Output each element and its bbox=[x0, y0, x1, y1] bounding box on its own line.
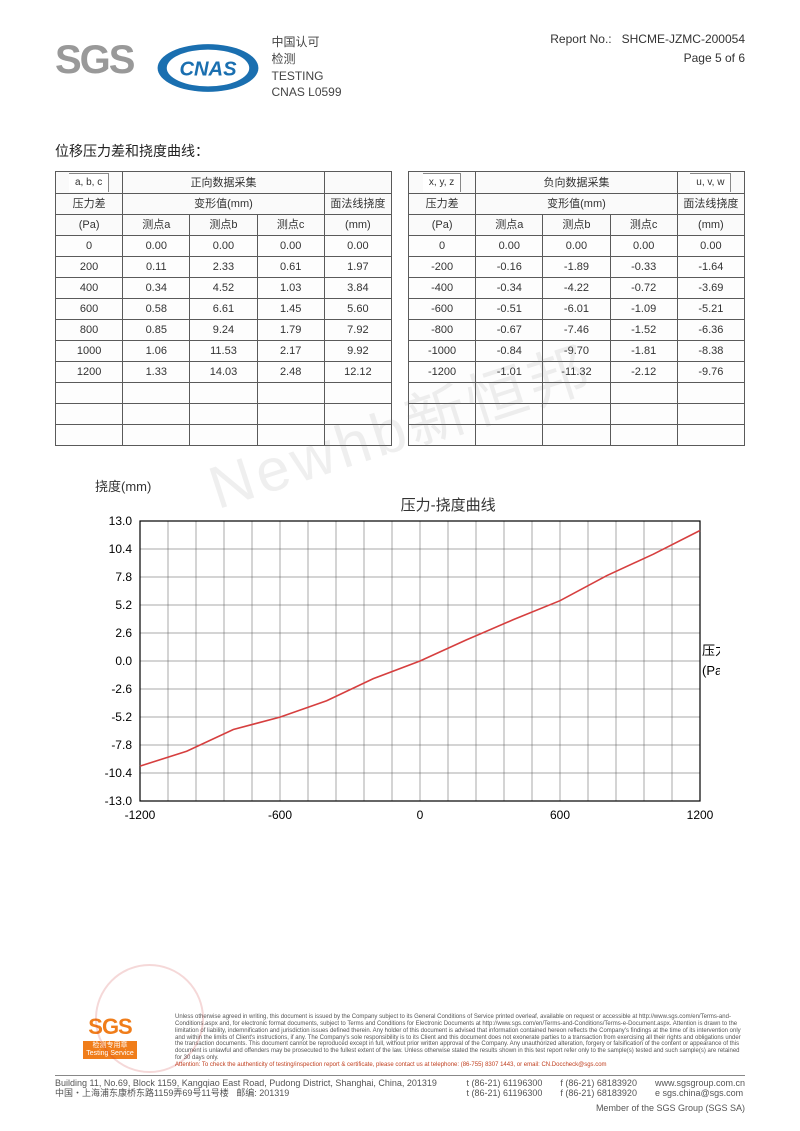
cnas-l1: 中国认可 bbox=[271, 34, 341, 51]
table-row: -1200-1.01-11.32-2.12-9.76 bbox=[409, 362, 745, 383]
post: 邮编: 201319 bbox=[236, 1088, 289, 1098]
footer-address: Building 11, No.69, Block 1159, Kangqiao… bbox=[55, 1075, 745, 1099]
header: SGS CNAS 中国认可 检测 TESTING CNAS L0599 Repo… bbox=[55, 30, 745, 101]
table-row: 00.000.000.000.00 bbox=[56, 236, 392, 257]
addr-cn: 中国・上海浦东康桥东路1159弄69号11号楼 bbox=[55, 1088, 229, 1098]
cnas-l2: 检测 bbox=[271, 51, 341, 68]
chart-title: 压力-挠度曲线 bbox=[151, 494, 745, 515]
stamp-icon bbox=[95, 964, 204, 1073]
cnas-logo-icon: CNAS bbox=[153, 38, 263, 98]
fax: f (86-21) 68183920 bbox=[560, 1078, 637, 1088]
table-row: 2000.112.330.611.97 bbox=[56, 257, 392, 278]
svg-text:13.0: 13.0 bbox=[109, 514, 133, 528]
chart-wrap: 挠度(mm) 压力-挠度曲线 -13.0 -10.4 -7.8 -5.2 -2.6 0.0… bbox=[55, 476, 745, 841]
report-no: SHCME-JZMC-200054 bbox=[622, 32, 745, 46]
table-row: 4000.344.521.033.84 bbox=[56, 278, 392, 299]
table-row: -200-0.16-1.89-0.33-1.64 bbox=[409, 257, 745, 278]
positive-table-wrap: a, b, c正向数据采集压力差变形值(mm)面法线挠度(Pa)测点a测点b测点… bbox=[55, 171, 392, 446]
svg-text:CNAS: CNAS bbox=[180, 58, 238, 80]
tel: t (86-21) 61196300 bbox=[467, 1078, 543, 1088]
email: e sgs.china@sgs.com bbox=[655, 1088, 743, 1098]
member-line: Member of the SGS Group (SGS SA) bbox=[55, 1103, 745, 1113]
table-row: 6000.586.611.455.60 bbox=[56, 299, 392, 320]
section-title: 位移压力差和挠度曲线： bbox=[55, 141, 745, 161]
footer: SGS 检测专用章 Testing Service Unless otherwi… bbox=[55, 1014, 745, 1113]
cnas-l3: TESTING bbox=[271, 68, 341, 85]
negative-table-wrap: x, y, z负向数据采集u, v, w压力差变形值(mm)面法线挠度(Pa)测… bbox=[408, 171, 745, 446]
web: www.sgsgroup.com.cn bbox=[655, 1078, 745, 1088]
cnas-block: CNAS 中国认可 检测 TESTING CNAS L0599 bbox=[153, 34, 341, 101]
table-row: 10001.0611.532.179.92 bbox=[56, 341, 392, 362]
table-row bbox=[56, 404, 392, 425]
table-row bbox=[409, 383, 745, 404]
table-row: 8000.859.241.797.92 bbox=[56, 320, 392, 341]
svg-text:-13.0: -13.0 bbox=[105, 794, 133, 808]
table-row bbox=[56, 425, 392, 446]
svg-text:2.6: 2.6 bbox=[115, 626, 132, 640]
svg-text:-7.8: -7.8 bbox=[111, 738, 132, 752]
cnas-l4: CNAS L0599 bbox=[271, 84, 341, 101]
table-row bbox=[409, 425, 745, 446]
disclaimer: Unless otherwise agreed in writing, this… bbox=[175, 1014, 741, 1061]
svg-text:-600: -600 bbox=[268, 808, 292, 822]
table-row: 12001.3314.032.4812.12 bbox=[56, 362, 392, 383]
svg-text:-10.4: -10.4 bbox=[105, 766, 133, 780]
svg-text:-2.6: -2.6 bbox=[111, 682, 132, 696]
page-number: Page 5 of 6 bbox=[684, 51, 745, 65]
attention: Attention: To check the authenticity of … bbox=[175, 1062, 607, 1068]
report-info: Report No.: SHCME-JZMC-200054 Page 5 of … bbox=[550, 30, 745, 68]
table-row: 00.000.000.000.00 bbox=[409, 236, 745, 257]
table-row bbox=[409, 404, 745, 425]
table-row bbox=[56, 383, 392, 404]
y-axis-label: 挠度(mm) bbox=[95, 476, 151, 499]
addr-en: Building 11, No.69, Block 1159, Kangqiao… bbox=[55, 1078, 437, 1088]
svg-text:600: 600 bbox=[550, 808, 570, 822]
svg-text:(Pa): (Pa) bbox=[702, 663, 720, 678]
table-row: -1000-0.84-9.70-1.81-8.38 bbox=[409, 341, 745, 362]
table-row: -800-0.67-7.46-1.52-6.36 bbox=[409, 320, 745, 341]
fax2: f (86-21) 68183920 bbox=[560, 1088, 637, 1098]
svg-text:5.2: 5.2 bbox=[115, 598, 132, 612]
svg-text:0: 0 bbox=[417, 808, 424, 822]
svg-text:-5.2: -5.2 bbox=[111, 710, 132, 724]
svg-text:1200: 1200 bbox=[687, 808, 714, 822]
negative-table: x, y, z负向数据采集u, v, w压力差变形值(mm)面法线挠度(Pa)测… bbox=[408, 171, 745, 446]
svg-text:压力: 压力 bbox=[702, 643, 720, 658]
svg-text:-1200: -1200 bbox=[125, 808, 156, 822]
svg-text:0.0: 0.0 bbox=[115, 654, 132, 668]
data-tables: a, b, c正向数据采集压力差变形值(mm)面法线挠度(Pa)测点a测点b测点… bbox=[55, 171, 745, 446]
table-row: -600-0.51-6.01-1.09-5.21 bbox=[409, 299, 745, 320]
chart-svg: -13.0 -10.4 -7.8 -5.2 -2.6 0.0 2.6 5.2 7.8 10.4 13… bbox=[80, 501, 720, 841]
svg-text:10.4: 10.4 bbox=[109, 542, 133, 556]
svg-text:7.8: 7.8 bbox=[115, 570, 132, 584]
sgs-logo: SGS bbox=[55, 38, 133, 83]
positive-table: a, b, c正向数据采集压力差变形值(mm)面法线挠度(Pa)测点a测点b测点… bbox=[55, 171, 392, 446]
table-row: -400-0.34-4.22-0.72-3.69 bbox=[409, 278, 745, 299]
tel2: t (86-21) 61196300 bbox=[467, 1088, 543, 1098]
report-no-label: Report No.: bbox=[550, 32, 611, 46]
